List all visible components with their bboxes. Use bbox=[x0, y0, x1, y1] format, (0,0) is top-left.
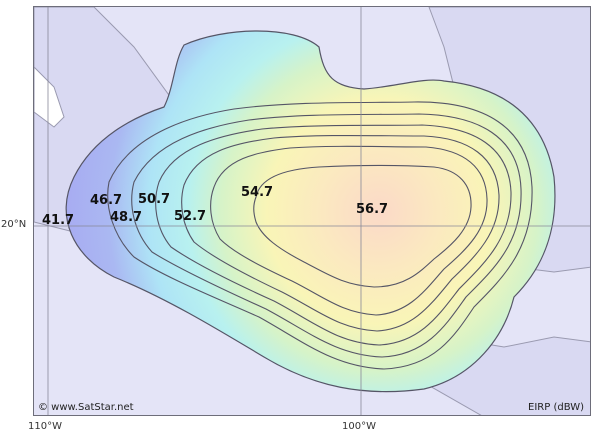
contour-labels: 41.7 46.7 48.7 50.7 52.7 54.7 56.7 bbox=[42, 185, 388, 228]
contour-line-46-7 bbox=[107, 101, 533, 370]
contour-label-50-7: 50.7 bbox=[138, 192, 170, 207]
copyright-text: © www.SatStar.net bbox=[38, 402, 134, 413]
land-peninsula bbox=[34, 66, 65, 128]
contour-line-48-7 bbox=[131, 113, 522, 358]
contour-line-52-7 bbox=[181, 134, 500, 332]
units-label: EIRP (dBW) bbox=[528, 402, 584, 413]
graticule bbox=[34, 7, 590, 415]
contour-line-56-7 bbox=[253, 164, 472, 288]
coverage-map-canvas: 41.7 46.7 48.7 50.7 52.7 54.7 56.7 bbox=[34, 7, 590, 415]
lon-label-100w: 100°W bbox=[342, 421, 376, 432]
contour-label-41-7: 41.7 bbox=[42, 213, 74, 228]
coverage-map: 41.7 46.7 48.7 50.7 52.7 54.7 56.7 bbox=[33, 6, 591, 416]
contour-lines bbox=[107, 101, 533, 370]
contour-line-54-7 bbox=[210, 145, 488, 316]
lon-label-110w: 110°W bbox=[28, 421, 62, 432]
contour-label-52-7: 52.7 bbox=[174, 209, 206, 224]
contour-line-50-7 bbox=[155, 124, 512, 346]
contour-label-46-7: 46.7 bbox=[90, 193, 122, 208]
contour-label-56-7: 56.7 bbox=[356, 202, 388, 217]
contour-label-48-7: 48.7 bbox=[110, 210, 142, 225]
lat-label-20n: 20°N bbox=[1, 219, 27, 230]
contour-label-54-7: 54.7 bbox=[241, 185, 273, 200]
